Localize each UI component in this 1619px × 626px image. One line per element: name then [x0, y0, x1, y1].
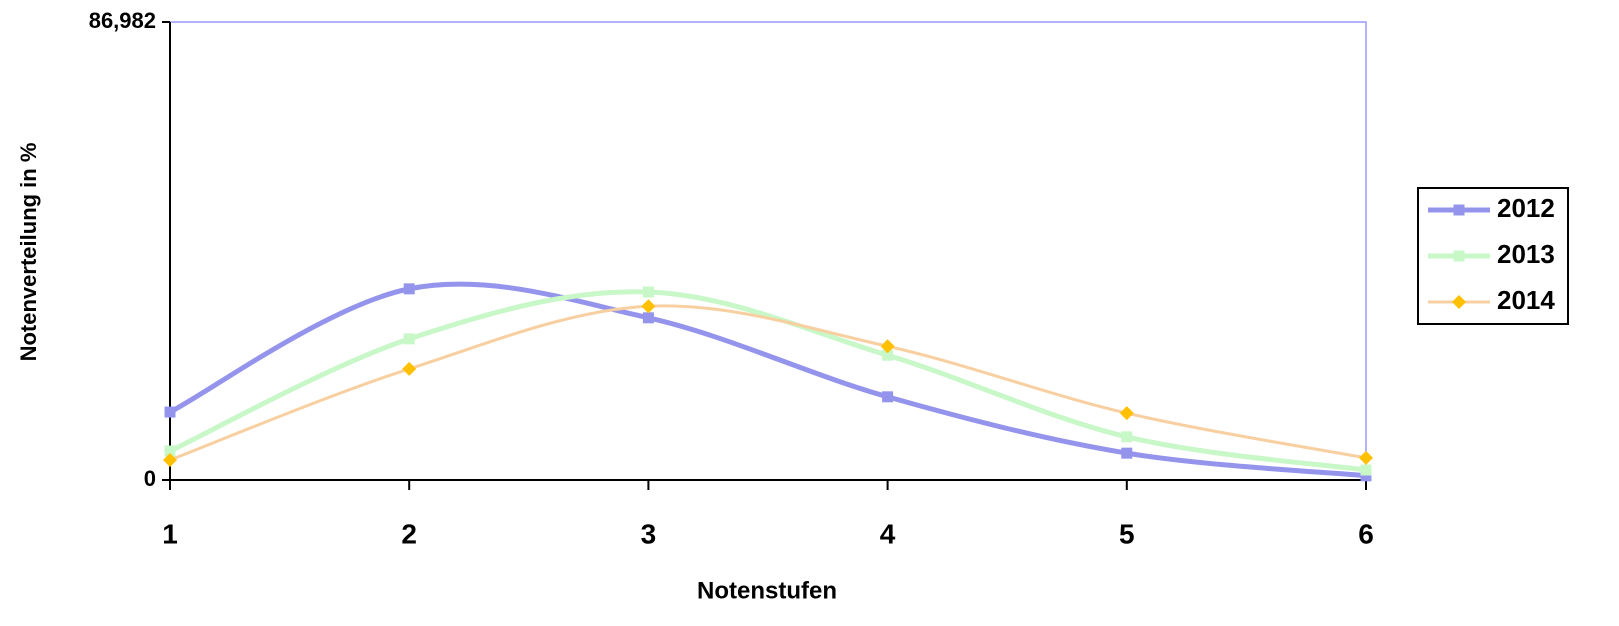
series-line [168, 289, 1367, 473]
x-tick-label: 3 [641, 518, 657, 549]
marker [880, 339, 895, 354]
marker [1360, 470, 1372, 482]
marker [164, 445, 176, 457]
marker [882, 391, 894, 403]
marker [403, 333, 415, 345]
marker [642, 286, 654, 298]
marker [1119, 406, 1134, 421]
x-tick-label: 5 [1119, 518, 1135, 549]
x-axis-title: Notenstufen [697, 577, 837, 604]
series-line [169, 304, 1367, 462]
marker [642, 312, 654, 324]
legend-label: 2013 [1497, 239, 1555, 269]
y-axis-title: Notenverteilung in % [16, 143, 41, 362]
x-tick-label: 2 [401, 518, 417, 549]
x-tick-label: 1 [162, 518, 178, 549]
legend-label: 2014 [1497, 285, 1555, 315]
x-tick-label: 4 [880, 518, 896, 549]
marker [1121, 431, 1133, 443]
marker [1453, 204, 1465, 216]
plot-border [170, 21, 1367, 480]
legend-label: 2012 [1497, 193, 1555, 223]
marker [163, 452, 177, 467]
marker [1121, 447, 1133, 459]
series-line [168, 281, 1367, 479]
marker [641, 299, 656, 314]
marker [1452, 295, 1466, 309]
marker [1359, 450, 1373, 465]
marker [164, 406, 176, 418]
marker [403, 283, 415, 295]
marker [1453, 250, 1465, 262]
marker [1360, 464, 1372, 476]
y-tick-label: 0 [144, 466, 156, 491]
y-tick-label: 86,982 [89, 8, 156, 33]
marker [402, 361, 417, 376]
marker [882, 349, 894, 361]
x-tick-label: 6 [1358, 518, 1374, 549]
